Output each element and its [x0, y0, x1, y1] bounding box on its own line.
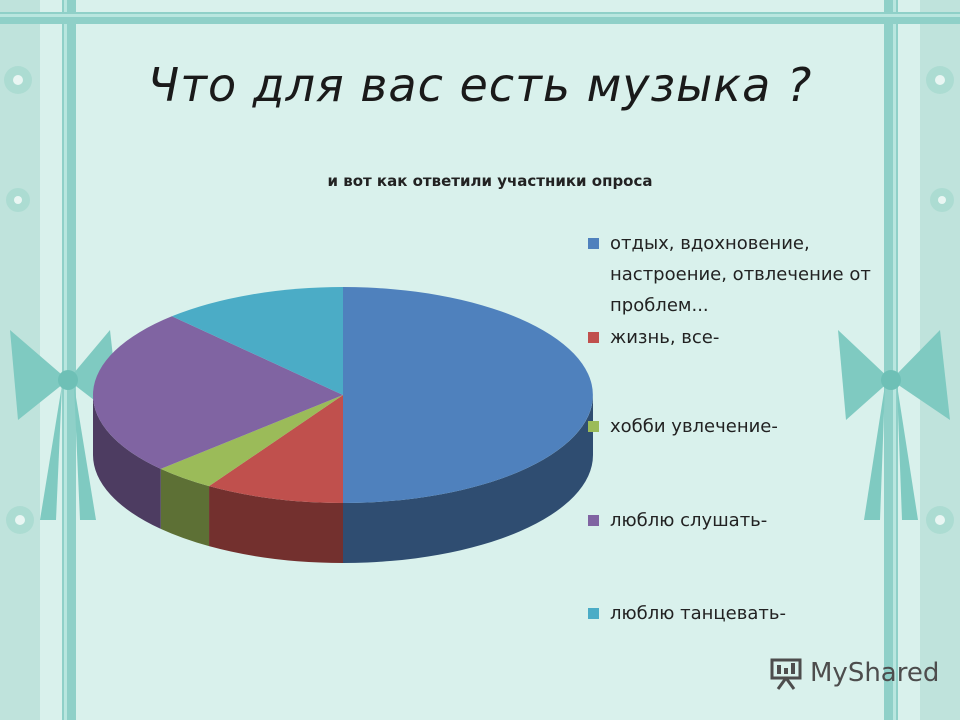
pie-slice	[171, 287, 343, 395]
legend-swatch	[588, 238, 599, 249]
legend-label: жизнь, все-	[610, 327, 720, 348]
pie-slice	[343, 287, 593, 503]
legend-label: люблю слушать-	[610, 510, 768, 531]
slide-title: Что для вас есть музыка ?	[147, 58, 813, 112]
legend-label: отдых, вдохновение, настроение, отвлечен…	[610, 233, 871, 316]
presentation-board-icon	[770, 658, 802, 690]
legend-swatch	[588, 608, 599, 619]
legend-label: люблю танцевать-	[610, 603, 786, 624]
pie-slice	[160, 395, 343, 487]
watermark: MyShared	[770, 654, 940, 694]
pie-slice-side	[209, 486, 343, 563]
pie-slice	[93, 316, 343, 469]
legend-label: хобби увлечение-	[610, 416, 778, 437]
chart-title: и вот как ответили участники опроса	[327, 172, 653, 190]
pie-slice	[209, 395, 343, 503]
pie-slice-side	[93, 395, 161, 529]
legend-swatch	[588, 515, 599, 526]
watermark-text: MyShared	[810, 658, 940, 688]
legend-swatch	[588, 421, 599, 432]
legend-swatch	[588, 332, 599, 343]
pie-slice-side	[343, 395, 593, 563]
pie-slice-side	[160, 468, 210, 547]
